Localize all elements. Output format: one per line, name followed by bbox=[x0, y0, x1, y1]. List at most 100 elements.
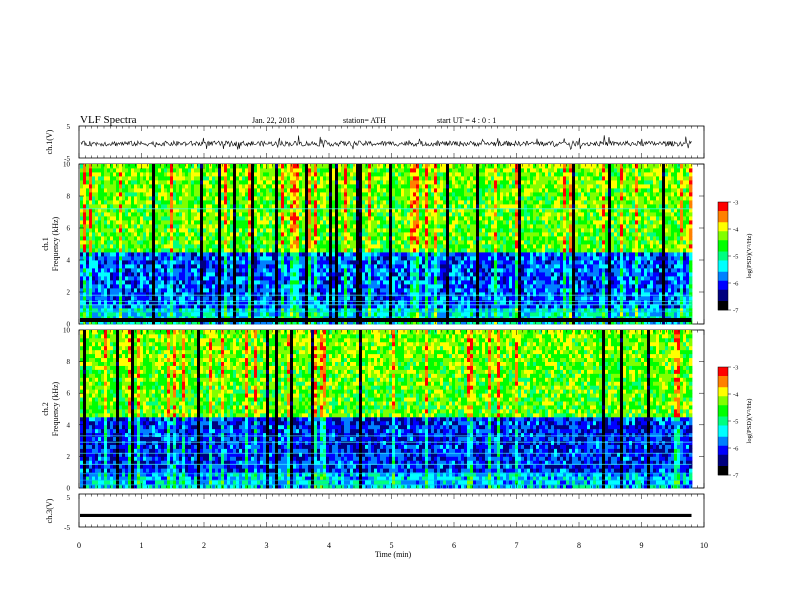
spectrogram-cell bbox=[329, 308, 333, 313]
spectrogram-cell bbox=[149, 192, 153, 197]
spectrogram-cell bbox=[173, 308, 177, 313]
spectrogram-cell bbox=[200, 248, 204, 253]
spectrogram-cell bbox=[398, 260, 402, 265]
spectrogram-cell bbox=[320, 228, 324, 233]
spectrogram-cell bbox=[227, 252, 231, 257]
spectrogram-cell bbox=[341, 300, 345, 305]
spectrogram-cell bbox=[95, 188, 99, 193]
spectrogram-cell bbox=[293, 252, 297, 257]
spectrogram-cell bbox=[188, 172, 192, 177]
spectrogram-cell bbox=[377, 204, 381, 209]
spectrogram-cell bbox=[89, 300, 93, 305]
spectrogram-cell bbox=[251, 172, 255, 177]
spectrogram-cell bbox=[407, 224, 411, 229]
spectrogram-cell bbox=[410, 268, 414, 273]
spectrogram-cell bbox=[125, 212, 129, 217]
spectrogram-cell bbox=[314, 312, 318, 317]
spectrogram-cell bbox=[206, 184, 210, 189]
spectrogram-cell bbox=[209, 212, 213, 217]
spectrogram-cell bbox=[233, 320, 237, 325]
spectrogram-cell bbox=[182, 192, 186, 197]
spectrogram-cell bbox=[233, 176, 237, 181]
spectrogram-cell bbox=[170, 252, 174, 257]
spectrogram-cell bbox=[152, 276, 156, 281]
spectrogram-cell bbox=[377, 192, 381, 197]
spectrogram-cell bbox=[122, 272, 126, 277]
spectrogram-cell bbox=[320, 204, 324, 209]
spectrogram-cell bbox=[368, 168, 372, 173]
spectrogram-cell bbox=[335, 172, 339, 177]
spectrogram-cell bbox=[80, 232, 84, 237]
spectrogram-cell bbox=[401, 168, 405, 173]
spectrogram-cell bbox=[410, 216, 414, 221]
spectrogram-cell bbox=[161, 200, 165, 205]
spectrogram-cell bbox=[122, 260, 126, 265]
spectrogram-cell bbox=[278, 232, 282, 237]
date-label: Jan. 22, 2018 bbox=[252, 116, 295, 125]
spectrogram-cell bbox=[155, 268, 159, 273]
spectrogram-cell bbox=[359, 216, 363, 221]
spectrogram-cell bbox=[290, 308, 294, 313]
spectrogram-cell bbox=[137, 300, 141, 305]
spectrogram-cell bbox=[254, 288, 258, 293]
spectrogram-cell bbox=[212, 264, 216, 269]
spectrogram-cell bbox=[332, 212, 336, 217]
spectrogram-cell bbox=[83, 200, 87, 205]
spectrogram-cell bbox=[290, 240, 294, 245]
spectrogram-cell bbox=[323, 308, 327, 313]
spectrogram-cell bbox=[320, 168, 324, 173]
spectrogram-cell bbox=[209, 196, 213, 201]
spectrogram-cell bbox=[380, 168, 384, 173]
spectrogram-cell bbox=[137, 268, 141, 273]
spectrogram-cell bbox=[98, 184, 102, 189]
spectrogram-cell bbox=[128, 180, 132, 185]
spectrogram-cell bbox=[332, 192, 336, 197]
spectrogram-cell bbox=[197, 220, 201, 225]
spectrogram-cell bbox=[404, 296, 408, 301]
spectrogram-cell bbox=[194, 248, 198, 253]
spectrogram-cell bbox=[329, 192, 333, 197]
spectrogram-cell bbox=[248, 220, 252, 225]
spectrogram-cell bbox=[314, 172, 318, 177]
spectrogram-cell bbox=[116, 172, 120, 177]
spectrogram-cell bbox=[353, 200, 357, 205]
spectrogram-cell bbox=[185, 272, 189, 277]
spectrogram-cell bbox=[359, 248, 363, 253]
spectrogram-cell bbox=[407, 212, 411, 217]
spectrogram-cell bbox=[263, 204, 267, 209]
spectrogram-cell bbox=[287, 304, 291, 309]
spectrogram-cell bbox=[389, 276, 393, 281]
spectrogram-cell bbox=[113, 272, 117, 277]
spectrogram-cell bbox=[272, 308, 276, 313]
spectrogram-cell bbox=[194, 184, 198, 189]
spectrogram-cell bbox=[377, 200, 381, 205]
spectrogram-cell bbox=[410, 304, 414, 309]
spectrogram-cell bbox=[176, 176, 180, 181]
spectrogram-cell bbox=[431, 292, 435, 297]
spectrogram-cell bbox=[296, 240, 300, 245]
spectrogram-cell bbox=[200, 284, 204, 289]
spectrogram-cell bbox=[146, 292, 150, 297]
spectrogram-cell bbox=[158, 288, 162, 293]
spectrogram-cell bbox=[278, 264, 282, 269]
spectrogram-cell bbox=[257, 236, 261, 241]
spectrogram-cell bbox=[383, 196, 387, 201]
spectrogram-cell bbox=[326, 164, 330, 169]
spectrogram-cell bbox=[371, 288, 375, 293]
spectrogram-cell bbox=[416, 276, 420, 281]
spectrogram-cell bbox=[305, 304, 309, 309]
spectrogram-cell bbox=[323, 240, 327, 245]
spectrogram-cell bbox=[341, 224, 345, 229]
spectrogram-cell bbox=[281, 168, 285, 173]
spectrogram-cell bbox=[140, 172, 144, 177]
spectrogram-cell bbox=[356, 216, 360, 221]
spectrogram-cell bbox=[212, 192, 216, 197]
spectrogram-cell bbox=[422, 232, 426, 237]
spectrogram-cell bbox=[176, 220, 180, 225]
spectrogram-cell bbox=[419, 280, 423, 285]
spectrogram-cell bbox=[296, 168, 300, 173]
spectrogram-cell bbox=[143, 168, 147, 173]
spectrogram-cell bbox=[143, 312, 147, 317]
spectrogram-cell bbox=[143, 284, 147, 289]
spectrogram-cell bbox=[425, 204, 429, 209]
